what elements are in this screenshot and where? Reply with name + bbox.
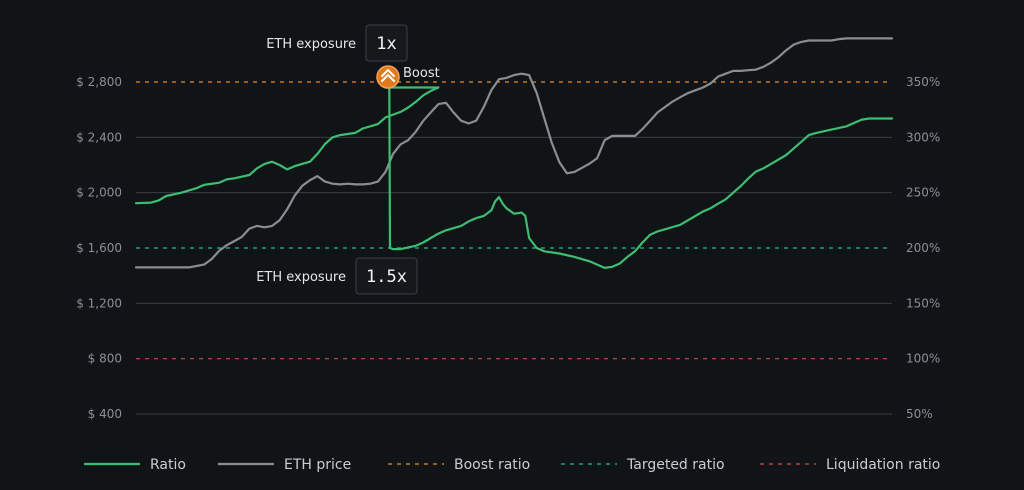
annotation-bottom-label: ETH exposure: [256, 270, 346, 285]
boost-label: Boost: [403, 66, 440, 81]
annotation-top: ETH exposure 1x: [266, 24, 408, 62]
y-left-tick-label: $ 800: [88, 352, 122, 366]
y-left-tick-label: $ 400: [88, 407, 122, 421]
y-right-tick-label: 350%: [906, 75, 940, 89]
legend-item-label: Targeted ratio: [626, 457, 725, 473]
y-right-tick-label: 300%: [906, 130, 940, 144]
axis-ticks: $ 400 50% $ 800 100% $ 1,200 150% $ 1,600 200% $…: [76, 75, 940, 421]
legend-item-label: Boost ratio: [454, 457, 530, 473]
y-left-tick-label: $ 1,600: [76, 241, 122, 255]
annotation-bottom: ETH exposure 1.5x: [256, 257, 418, 295]
boost-marker[interactable]: Boost: [376, 65, 440, 89]
legend-item-label: Ratio: [150, 457, 186, 473]
legend-item-label: ETH price: [284, 457, 351, 473]
series-lines: [134, 37, 894, 269]
y-right-tick-label: 100%: [906, 352, 940, 366]
y-right-tick-label: 50%: [906, 407, 933, 421]
legend: Ratio ETH price Boost ratio Targeted ratio L…: [84, 457, 940, 473]
reference-lines: [136, 81, 892, 360]
y-right-tick-label: 250%: [906, 186, 940, 200]
legend-item-label: Liquidation ratio: [826, 457, 940, 473]
series-eth-price-line: [134, 37, 894, 269]
annotation-top-value: 1x: [376, 34, 396, 54]
boost-icon[interactable]: [376, 65, 400, 89]
y-right-tick-label: 200%: [906, 241, 940, 255]
y-right-tick-label: 150%: [906, 296, 940, 310]
annotation-bottom-box: [355, 257, 418, 295]
series-ratio-line: [134, 86, 894, 269]
annotation-bottom-value: 1.5x: [366, 267, 407, 287]
annotation-top-box: [365, 24, 408, 62]
annotation-top-label: ETH exposure: [266, 37, 356, 52]
y-left-tick-label: $ 1,200: [76, 296, 122, 310]
y-left-tick-label: $ 2,000: [76, 186, 122, 200]
y-left-tick-label: $ 2,800: [76, 75, 122, 89]
grid: [136, 136, 892, 415]
chevron-up-icon: [381, 69, 395, 82]
y-left-tick-label: $ 2,400: [76, 130, 122, 144]
